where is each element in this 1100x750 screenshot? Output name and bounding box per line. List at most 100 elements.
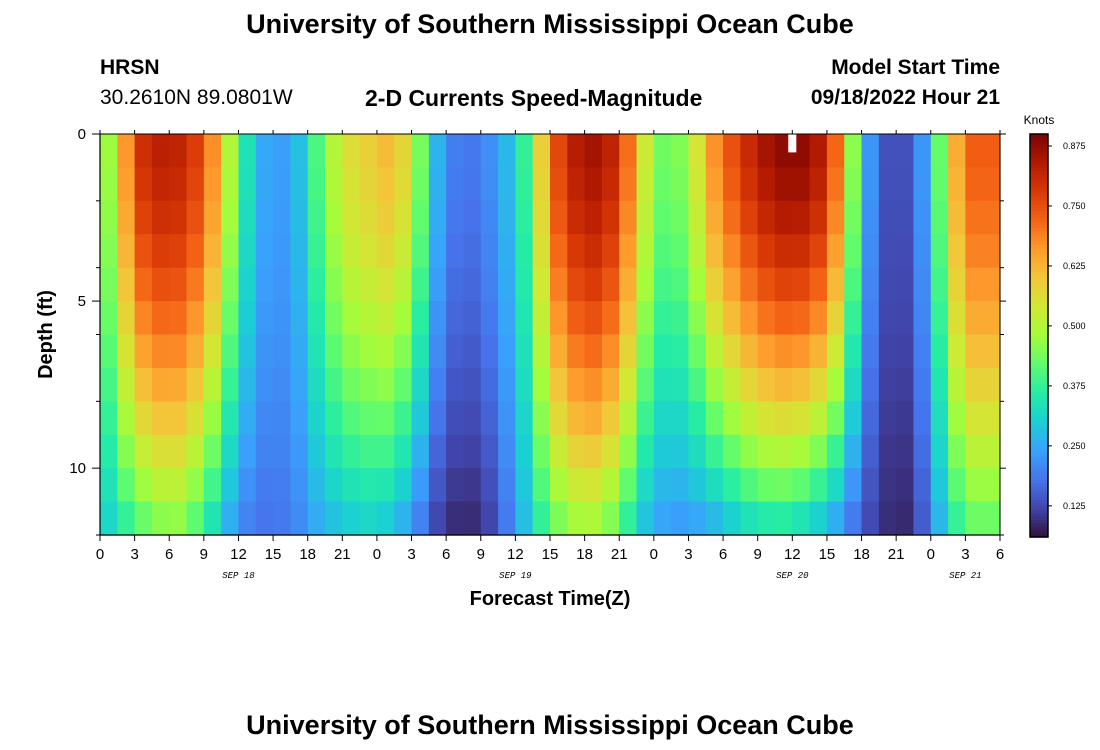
heatmap-cell — [117, 134, 136, 169]
heatmap-cell — [394, 468, 413, 503]
x-tick-label: 12 — [507, 546, 524, 563]
heatmap-cell — [688, 134, 707, 169]
heatmap-cell — [463, 434, 482, 469]
heatmap-cell — [169, 468, 188, 503]
heatmap-cell — [325, 134, 343, 169]
heatmap-cell — [740, 234, 759, 269]
heatmap-cell — [255, 200, 274, 235]
heatmap-cell — [186, 200, 205, 235]
heatmap-cell — [723, 301, 741, 336]
heatmap-cell — [428, 434, 447, 469]
heatmap-cell — [532, 200, 551, 235]
heatmap-cell — [203, 134, 222, 169]
heatmap-cell — [480, 334, 499, 369]
heatmap-cell — [221, 468, 240, 503]
heatmap-cell — [186, 167, 205, 202]
heatmap-cell — [636, 367, 655, 402]
heatmap-cell — [515, 367, 534, 402]
heatmap-cell — [826, 234, 845, 269]
heatmap-cell — [255, 434, 274, 469]
heatmap-cell — [982, 234, 1001, 269]
heatmap-cell — [792, 167, 811, 202]
heatmap-cell — [342, 134, 361, 169]
heatmap-cell — [826, 401, 845, 436]
heatmap-cell — [705, 367, 724, 402]
heatmap-cell — [896, 367, 915, 402]
colorbar-segment — [1030, 211, 1048, 216]
heatmap-cell — [532, 367, 551, 402]
heatmap-cell — [411, 434, 430, 469]
heatmap-cell — [844, 134, 863, 169]
heatmap-cell — [446, 468, 465, 503]
heatmap-cell — [930, 468, 949, 503]
heatmap-cell — [861, 134, 880, 169]
heatmap-cell — [100, 267, 118, 302]
colorbar-segment — [1030, 140, 1048, 145]
heatmap-cell — [169, 501, 188, 536]
heatmap-cell — [342, 234, 361, 269]
heatmap-cell — [567, 167, 586, 202]
heatmap-cell — [342, 367, 361, 402]
heatmap-cell — [948, 267, 966, 302]
heatmap-cell — [930, 167, 949, 202]
heatmap-cell — [255, 468, 274, 503]
colorbar-segment — [1030, 258, 1048, 263]
colorbar-segment — [1030, 268, 1048, 273]
heatmap-cell — [359, 434, 378, 469]
heatmap-cell — [515, 200, 534, 235]
heatmap-cell — [480, 501, 499, 536]
heatmap-cell — [307, 501, 326, 536]
heatmap-cell — [394, 167, 413, 202]
x-axis: 0 3 6 9 12 15 18 21 0 3 6 9 12 15 18 21 0 3 6 9 12 15 18 21 0 3 6 S… — [96, 130, 1004, 581]
heatmap-cell — [775, 234, 793, 269]
heatmap-cell — [844, 401, 863, 436]
colorbar-segment — [1030, 348, 1048, 353]
heatmap-cell — [394, 200, 413, 235]
heatmap-cell — [653, 434, 672, 469]
heatmap-cell — [221, 367, 240, 402]
heatmap-cell — [203, 501, 222, 536]
heatmap-cell — [896, 434, 915, 469]
heatmap-cell — [134, 367, 153, 402]
heatmap-cell — [567, 501, 586, 536]
heatmap-cell — [965, 401, 984, 436]
heatmap-cell — [411, 401, 430, 436]
heatmap-cell — [342, 200, 361, 235]
heatmap-cell — [307, 167, 326, 202]
colorbar-segment — [1030, 325, 1048, 330]
heatmap-cell — [896, 468, 915, 503]
heatmap-cell — [498, 367, 516, 402]
heatmap-cell — [965, 200, 984, 235]
heatmap-cell — [757, 301, 776, 336]
heatmap-cell — [221, 301, 240, 336]
heatmap-cell — [290, 334, 309, 369]
heatmap-cell — [376, 200, 395, 235]
heatmap-cell — [273, 468, 291, 503]
heatmap-cell — [740, 200, 759, 235]
heatmap-cell — [359, 468, 378, 503]
heatmap-cell — [169, 401, 188, 436]
heatmap-cell — [861, 401, 880, 436]
heatmap-cell — [913, 134, 932, 169]
heatmap-cell — [290, 134, 309, 169]
heatmap-cell — [151, 301, 170, 336]
heatmap-cell — [982, 334, 1001, 369]
heatmap-cell — [359, 501, 378, 536]
heatmap-cell — [100, 334, 118, 369]
heatmap-cell — [376, 301, 395, 336]
colorbar-segment — [1030, 264, 1048, 269]
heatmap-cell — [273, 301, 291, 336]
model-start-label: Model Start Time — [831, 56, 1000, 79]
heatmap-cell — [515, 468, 534, 503]
heatmap-cell — [601, 301, 620, 336]
heatmap-cell — [169, 367, 188, 402]
heatmap-cell — [186, 234, 205, 269]
heatmap-cell — [601, 501, 620, 536]
colorbar-segment — [1030, 355, 1048, 360]
heatmap-cell — [809, 501, 828, 536]
heatmap-cell — [169, 434, 188, 469]
heatmap-cell — [307, 234, 326, 269]
heatmap-cell — [255, 501, 274, 536]
colorbar-segment — [1030, 469, 1048, 474]
heatmap-cell — [532, 234, 551, 269]
